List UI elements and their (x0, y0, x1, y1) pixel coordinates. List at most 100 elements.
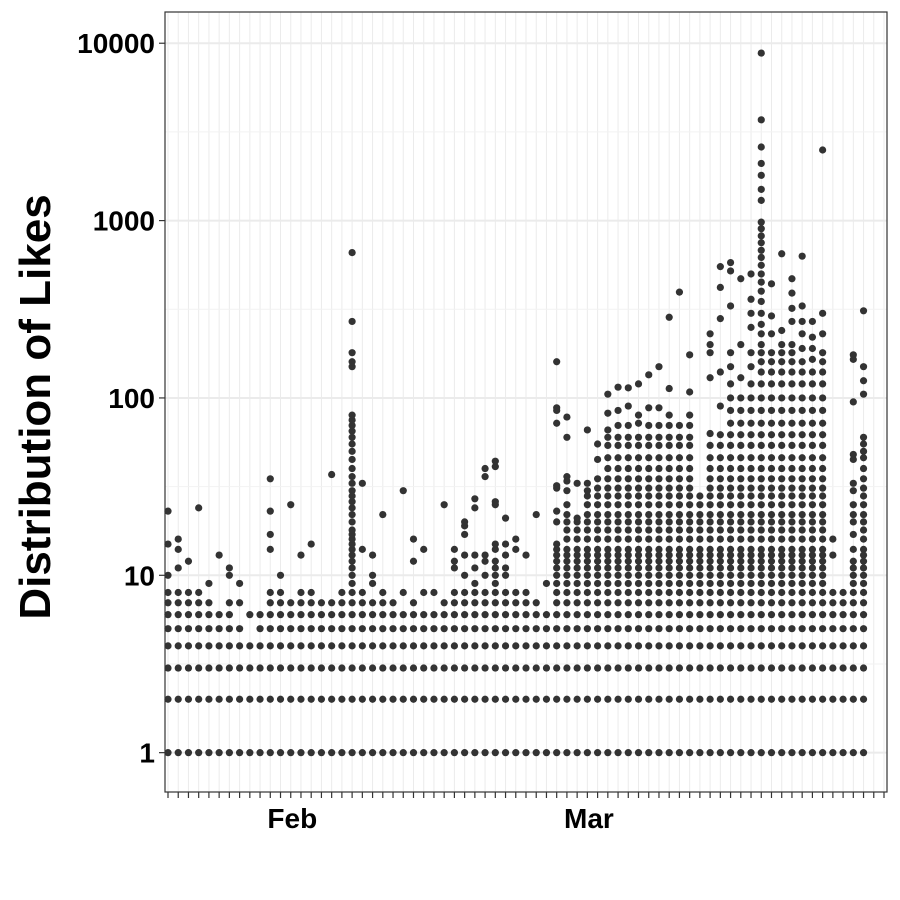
data-point (655, 501, 663, 509)
data-point (767, 464, 776, 473)
data-point (829, 695, 837, 703)
data-point (450, 599, 458, 607)
data-point (583, 695, 591, 703)
data-point (645, 579, 653, 588)
data-point (747, 518, 755, 526)
data-point (778, 406, 786, 415)
data-point (757, 270, 765, 278)
data-point (798, 358, 806, 366)
data-point (686, 510, 694, 519)
data-point (594, 611, 602, 619)
data-point (215, 749, 223, 757)
data-point (215, 642, 223, 650)
data-point (829, 599, 837, 607)
data-point (348, 440, 356, 448)
data-point (645, 611, 653, 619)
data-point (645, 526, 653, 534)
data-point (788, 340, 796, 349)
data-point (747, 349, 755, 357)
data-point (778, 464, 786, 473)
data-point (594, 551, 602, 559)
data-point (675, 535, 684, 543)
data-point (767, 564, 776, 572)
data-point (491, 498, 499, 506)
data-point (706, 526, 714, 534)
data-point (645, 551, 653, 559)
data-point (829, 625, 837, 633)
data-point (829, 642, 837, 650)
data-point (604, 551, 612, 559)
data-point (348, 588, 356, 597)
data-point (532, 611, 540, 619)
data-point (553, 695, 561, 703)
data-point (757, 526, 765, 534)
y-axis-title: Distribution of Likes (11, 194, 60, 619)
data-point (665, 475, 673, 483)
data-point (553, 625, 561, 633)
data-point (246, 749, 254, 757)
data-point (512, 535, 520, 543)
data-point (706, 545, 714, 553)
data-point (706, 579, 714, 588)
data-point (726, 363, 735, 371)
data-point (174, 625, 182, 633)
data-point (379, 695, 387, 703)
data-point (808, 579, 817, 588)
data-point (205, 695, 213, 703)
data-point (614, 599, 622, 607)
data-point (491, 545, 499, 553)
data-point (737, 374, 745, 382)
data-point (839, 599, 847, 607)
data-point (624, 749, 632, 757)
data-point (798, 492, 806, 500)
data-point (604, 518, 612, 526)
data-point (604, 545, 612, 553)
data-point (655, 579, 663, 588)
data-point (594, 545, 602, 553)
data-point (757, 49, 765, 57)
data-point (634, 571, 643, 579)
data-point (461, 551, 469, 559)
data-point (205, 749, 213, 757)
data-point (849, 579, 857, 588)
data-point (737, 564, 745, 572)
data-point (778, 349, 786, 357)
data-point (614, 545, 622, 553)
data-point (604, 492, 612, 500)
data-point (634, 695, 643, 703)
data-point (808, 557, 817, 565)
data-point (389, 695, 397, 703)
data-point (276, 695, 285, 703)
data-point (655, 599, 663, 607)
data-point (706, 564, 714, 572)
data-point (471, 551, 479, 559)
data-point (389, 599, 397, 607)
data-point (583, 642, 591, 650)
data-point (798, 625, 806, 633)
data-point (624, 599, 632, 607)
data-point (164, 588, 172, 597)
data-point (522, 642, 530, 650)
data-point (338, 749, 346, 757)
data-point (297, 749, 305, 757)
data-point (737, 664, 745, 672)
data-point (788, 464, 796, 473)
data-point (583, 557, 591, 565)
data-point (665, 501, 673, 509)
data-point (665, 611, 673, 619)
data-point (706, 464, 714, 473)
data-point (706, 349, 714, 357)
data-point (215, 625, 223, 633)
data-point (859, 492, 868, 500)
data-point (491, 540, 499, 548)
data-point (348, 427, 356, 435)
data-point (553, 419, 561, 427)
data-point (634, 419, 643, 427)
data-point (184, 749, 193, 757)
data-point (778, 510, 786, 519)
data-point (420, 664, 428, 672)
data-point (594, 579, 602, 588)
data-point (696, 588, 704, 597)
data-point (471, 695, 479, 703)
data-point (317, 625, 326, 633)
